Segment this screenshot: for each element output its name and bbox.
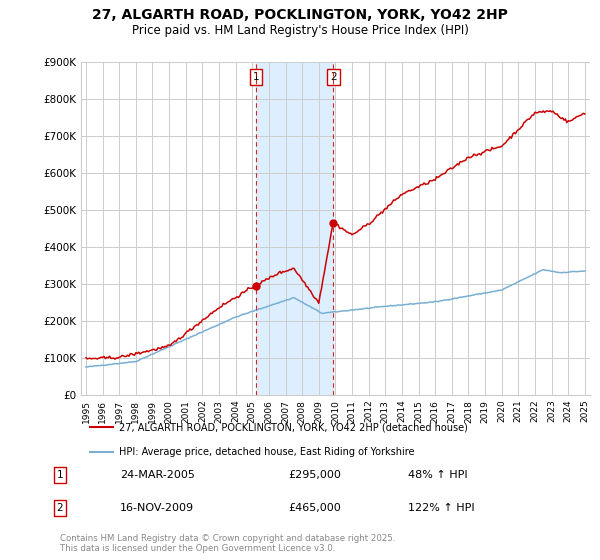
Text: 16-NOV-2009: 16-NOV-2009 [120, 503, 194, 513]
Text: 1: 1 [56, 470, 64, 480]
Text: 27, ALGARTH ROAD, POCKLINGTON, YORK, YO42 2HP: 27, ALGARTH ROAD, POCKLINGTON, YORK, YO4… [92, 8, 508, 22]
Text: 122% ↑ HPI: 122% ↑ HPI [408, 503, 475, 513]
Bar [256, 62, 334, 395]
Text: 24-MAR-2005: 24-MAR-2005 [120, 470, 195, 480]
Text: 1: 1 [253, 72, 259, 82]
Text: HPI: Average price, detached house, East Riding of Yorkshire: HPI: Average price, detached house, East… [119, 446, 415, 456]
Text: 2: 2 [56, 503, 64, 513]
Text: £295,000: £295,000 [288, 470, 341, 480]
Text: Contains HM Land Registry data © Crown copyright and database right 2025.
This d: Contains HM Land Registry data © Crown c… [60, 534, 395, 553]
Text: 48% ↑ HPI: 48% ↑ HPI [408, 470, 467, 480]
Text: Price paid vs. HM Land Registry's House Price Index (HPI): Price paid vs. HM Land Registry's House … [131, 24, 469, 36]
Text: 27, ALGARTH ROAD, POCKLINGTON, YORK, YO42 2HP (detached house): 27, ALGARTH ROAD, POCKLINGTON, YORK, YO4… [119, 422, 468, 432]
Text: £465,000: £465,000 [288, 503, 341, 513]
Text: 2: 2 [330, 72, 337, 82]
